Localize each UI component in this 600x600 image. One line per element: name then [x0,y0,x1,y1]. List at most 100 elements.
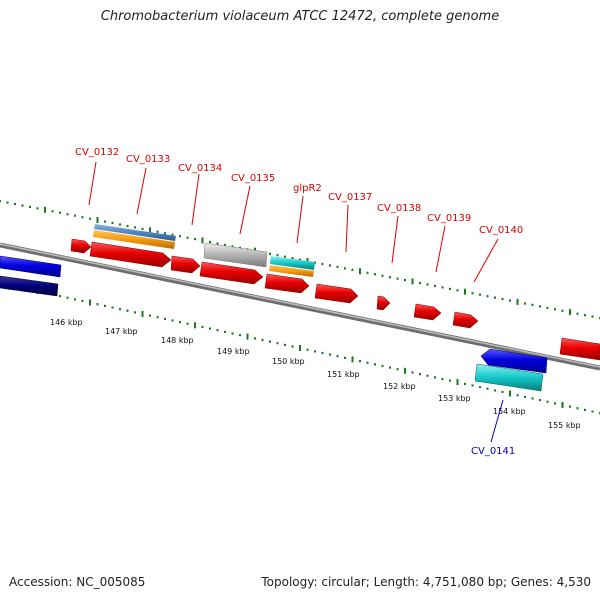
ruler-minor-tick [119,308,121,311]
feature-cds-cv0138[interactable] [376,295,391,311]
features-layer[interactable] [0,224,600,392]
ruler-minor-tick [584,408,586,411]
ruler-minor-tick [126,224,129,228]
ruler-minor-tick [591,315,594,318]
feature-orange-cv0133[interactable] [93,230,175,249]
feature-reverse-blue-left[interactable] [0,255,62,278]
ruler-major-tick [89,299,91,306]
ruler-major-tick [141,310,144,317]
ruler-minor-tick [111,221,114,225]
feature-cds-glpr2[interactable] [264,273,310,294]
feature-cds-cv0137[interactable] [314,283,359,304]
ruler-minor-tick [419,373,421,376]
feature-cds-cv0134[interactable] [170,255,201,274]
ruler-minor-tick [389,366,391,369]
ruler-minor-tick [576,407,579,410]
ruler-minor-tick [441,286,444,289]
tick-labels: 146 kbp 147 kbp 148 kbp 149 kbp 150 kbp 151 k… [50,318,581,430]
accession-text: Accession: NC_005085 [9,575,146,589]
ruler-minor-tick [329,353,331,356]
ruler-minor-tick [359,360,361,363]
ruler-minor-tick [74,214,76,217]
feature-grey-cv0135[interactable] [203,242,268,268]
feature-cds-right-edge[interactable] [559,337,600,361]
ruler-minor-tick [209,240,211,244]
ruler-major-tick [201,237,204,244]
ruler-minor-tick [104,220,106,223]
ruler-minor-tick [591,410,594,413]
ruler-minor-tick [471,292,474,295]
feature-reverse-navy-left[interactable] [0,275,59,297]
tick-label: 147 kbp [105,327,138,336]
ruler-minor-tick [464,382,466,385]
ruler-minor-tick [291,345,294,348]
feature-cds-cv0133[interactable] [89,241,172,268]
gene-label-cv0134[interactable]: CV_0134 [178,163,222,174]
ruler-minor-tick [284,255,286,258]
tick-label: 150 kbp [272,357,305,366]
ruler-major-tick [516,298,519,305]
ruler-major-tick [569,309,571,316]
tick-label: 154 kbp [493,407,526,416]
ruler-minor-tick [134,226,136,229]
ruler-minor-tick [524,302,526,305]
ruler-minor-tick [554,402,556,405]
feature-cds-cv0135[interactable] [199,261,264,285]
ruler-minor-tick [576,312,579,315]
gene-label-cv0141[interactable]: CV_0141 [471,446,515,457]
ruler-minor-tick [171,233,174,236]
ruler-minor-tick [531,397,534,400]
ruler-minor-tick [179,235,181,238]
ruler-minor-tick [486,387,489,390]
ruler-minor-tick [291,257,294,260]
ruler-minor-tick [254,337,256,340]
feature-cds-cv0140[interactable] [452,311,479,329]
ruler-minor-tick [546,306,549,309]
ruler-major-tick [246,333,249,340]
ruler-minor-tick [201,325,204,329]
ruler-minor-tick [14,202,16,206]
feature-orange-glpr2[interactable] [269,265,314,277]
ruler-minor-tick [156,316,159,319]
feature-cds-cv0132[interactable] [70,238,92,254]
gene-label-cv0137[interactable]: CV_0137 [328,192,372,203]
gene-label-cv0139[interactable]: CV_0139 [427,213,471,224]
ruler-minor-tick [396,368,399,371]
ruler-minor-tick [449,287,451,290]
ruler-minor-tick [119,223,121,226]
ruler-minor-tick [126,309,129,312]
gene-label-cv0133[interactable]: CV_0133 [126,154,170,165]
feature-steel-cv0133[interactable] [94,224,176,241]
gene-leader-lines [88,161,504,443]
feature-cyan-cv0141[interactable] [474,363,544,392]
ruler-minor-tick [479,386,481,389]
feature-cyan-glpr2[interactable] [270,256,315,270]
gene-label-cv0138[interactable]: CV_0138 [377,203,421,214]
feature-cds-cv0139[interactable] [413,303,442,321]
ruler-minor-tick [486,295,489,298]
ruler-minor-tick [539,305,541,308]
gene-label-cv0140[interactable]: CV_0140 [479,225,523,236]
gene-label-glpr2[interactable]: glpR2 [293,183,322,194]
feature-cds-cv0141[interactable] [480,348,548,374]
ruler-minor-tick [89,217,91,220]
ruler-minor-tick [81,299,84,303]
ruler-minor-tick [276,254,279,257]
ruler-minor-tick [321,262,324,266]
gene-label-cv0135[interactable]: CV_0135 [231,173,275,184]
ruler-minor-tick [156,230,159,233]
ruler-major-tick [359,268,361,275]
tick-label: 151 kbp [327,370,360,379]
ruler-minor-tick [299,258,301,261]
ruler-minor-tick [21,204,24,207]
ruler-minor-tick [509,299,511,302]
ruler-minor-tick [306,348,309,351]
ruler-minor-tick [29,205,31,208]
gene-labels: CV_0132 CV_0133 CV_0134 CV_0135 glpR2 CV… [75,147,523,457]
ruler-minor-tick [66,213,69,216]
ruler-minor-tick [494,389,496,392]
gene-label-cv0132[interactable]: CV_0132 [75,147,119,158]
ruler-major-tick [351,356,354,363]
ruler-minor-tick [366,361,369,364]
